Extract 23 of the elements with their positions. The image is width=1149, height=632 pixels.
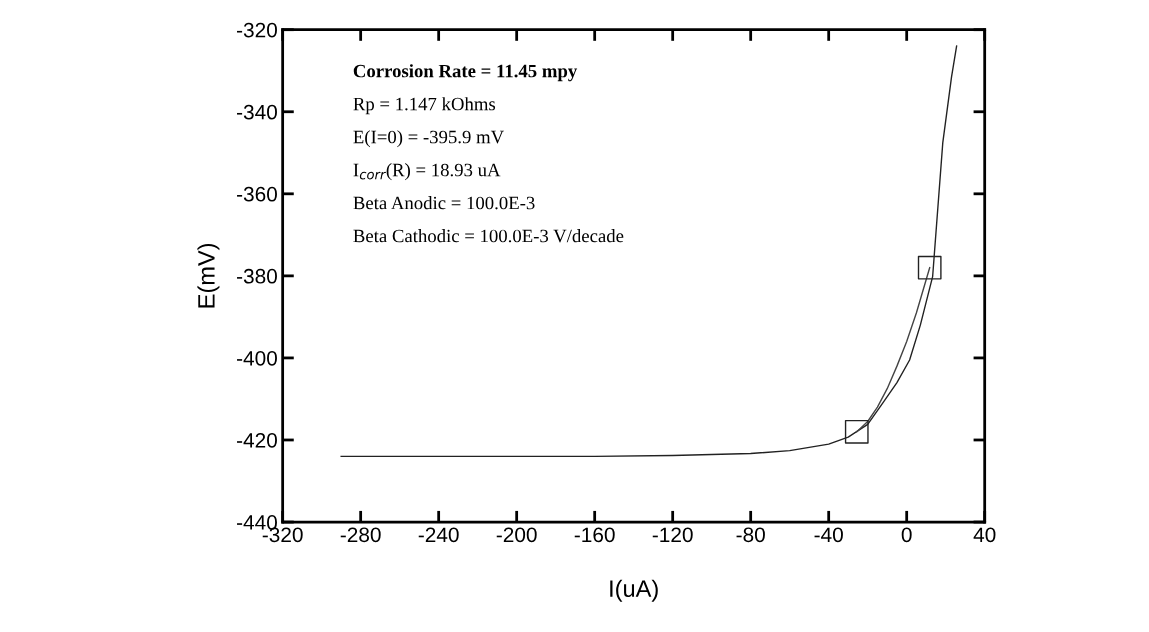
annotation: Rp = 1.147 kOhms bbox=[353, 97, 496, 115]
y-tick-label: -420 bbox=[237, 432, 277, 448]
x-tick-label: -200 bbox=[496, 527, 537, 543]
annotation: Beta Anodic = 100.0E-3 bbox=[353, 196, 535, 210]
annotation: Corrosion Rate = 11.45 mpy bbox=[353, 64, 578, 82]
annotation: Beta Cathodic = 100.0E-3 V/decade bbox=[353, 229, 624, 243]
y-tick-label: -360 bbox=[237, 186, 277, 202]
x-tick-label: -160 bbox=[574, 527, 615, 543]
y-tick-label: -320 bbox=[237, 22, 277, 38]
x-tick-label: 0 bbox=[901, 527, 912, 543]
x-tick-label: -240 bbox=[418, 527, 459, 543]
y-tick-label: -340 bbox=[237, 104, 277, 120]
x-tick-label: -80 bbox=[736, 527, 765, 543]
annotation: E(I=0) = -395.9 mV bbox=[353, 130, 504, 148]
x-tick-label: -280 bbox=[340, 527, 381, 543]
x-tick-label: -120 bbox=[652, 527, 693, 543]
x-tick-label: -40 bbox=[814, 527, 843, 543]
y-axis-title: E(mV) bbox=[197, 243, 220, 308]
annotation: I$_{corr}$(R) = 18.93 uA bbox=[353, 163, 501, 181]
x-axis-title: I(uA) bbox=[610, 579, 658, 602]
y-tick-label: -380 bbox=[237, 268, 277, 284]
x-tick-label: 40 bbox=[973, 527, 996, 543]
y-tick-label: -400 bbox=[237, 350, 277, 366]
